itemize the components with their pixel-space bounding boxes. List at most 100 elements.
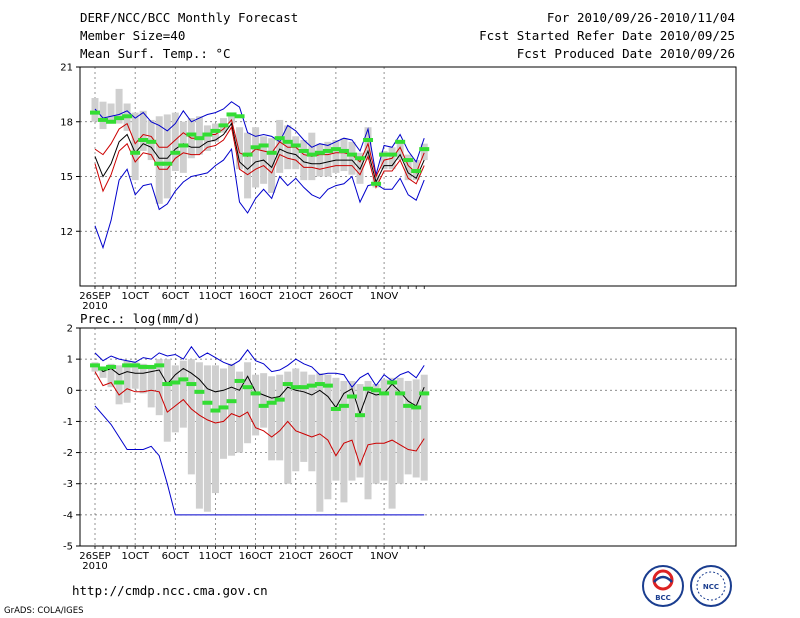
x-tick-label: 16OCT bbox=[239, 551, 274, 562]
box-range-day-20 bbox=[252, 374, 260, 436]
median-mark-day-26 bbox=[298, 385, 309, 390]
median-mark-day-22 bbox=[266, 150, 277, 155]
box-range-day-38 bbox=[396, 140, 404, 161]
median-mark-day-38 bbox=[395, 139, 406, 144]
x-tick-label: 21OCT bbox=[279, 551, 314, 562]
box-range-day-34 bbox=[364, 380, 372, 500]
median-mark-day-29 bbox=[322, 383, 333, 388]
box-range-day-13 bbox=[195, 362, 203, 509]
median-mark-day-27 bbox=[306, 383, 317, 388]
y-tick-label: -4 bbox=[63, 510, 73, 521]
median-mark-day-41 bbox=[419, 391, 430, 396]
median-mark-day-17 bbox=[226, 112, 237, 117]
box-range-day-8 bbox=[155, 359, 163, 416]
y-tick-label: 2 bbox=[67, 324, 73, 335]
x-tick-label: 11OCT bbox=[199, 291, 234, 302]
median-mark-day-15 bbox=[210, 408, 221, 413]
box-range-day-29 bbox=[324, 374, 332, 500]
box-range-day-0 bbox=[91, 98, 99, 122]
ncc-logo: NCC bbox=[690, 565, 732, 607]
box-range-day-15 bbox=[211, 365, 219, 494]
precip-panel-title: Prec.: log(mm/d) bbox=[80, 311, 200, 326]
median-mark-day-20 bbox=[250, 391, 261, 396]
box-range-day-3 bbox=[115, 88, 123, 124]
median-mark-day-39 bbox=[403, 403, 414, 408]
box-range-day-17 bbox=[228, 363, 236, 456]
median-mark-day-21 bbox=[258, 143, 269, 148]
box-range-day-25 bbox=[292, 136, 300, 170]
footer-credit: GrADS: COLA/IGES bbox=[4, 606, 84, 616]
header-produced-date: Fcst Produced Date 2010/09/26 bbox=[517, 46, 735, 61]
x-tick-label: 1NOV bbox=[370, 551, 399, 562]
header-period: For 2010/09/26-2010/11/04 bbox=[547, 10, 735, 25]
median-mark-day-30 bbox=[330, 406, 341, 411]
x-tick-label-year: 2010 bbox=[82, 561, 107, 572]
box-range-day-14 bbox=[203, 365, 211, 512]
y-tick-label: -5 bbox=[63, 542, 73, 553]
box-range-day-23 bbox=[276, 119, 284, 173]
footer-url: http://cmdp.ncc.cma.gov.cn bbox=[72, 583, 268, 598]
median-mark-day-31 bbox=[338, 403, 349, 408]
box-range-day-1 bbox=[99, 366, 107, 378]
box-range-day-35 bbox=[372, 384, 380, 484]
bcc-logo-text: BCC bbox=[655, 594, 671, 602]
series-line-ensemble-max bbox=[94, 101, 425, 175]
box-range-day-23 bbox=[276, 374, 284, 461]
median-mark-day-13 bbox=[194, 136, 205, 141]
median-mark-day-23 bbox=[274, 397, 285, 402]
box-range-day-1 bbox=[99, 101, 107, 130]
header-refer-date: Fcst Started Refer Date 2010/09/25 bbox=[479, 28, 735, 43]
header-member-size: Member Size=40 bbox=[80, 28, 185, 43]
median-mark-day-12 bbox=[186, 382, 197, 387]
box-range-day-22 bbox=[268, 138, 276, 193]
median-mark-day-36 bbox=[379, 391, 390, 396]
box-range-day-41 bbox=[420, 374, 428, 481]
box-range-day-3 bbox=[115, 365, 123, 405]
median-mark-day-32 bbox=[346, 152, 357, 157]
box-range-day-37 bbox=[388, 377, 396, 509]
box-range-day-25 bbox=[292, 368, 300, 472]
y-tick-label: -1 bbox=[63, 417, 73, 428]
median-mark-day-34 bbox=[363, 138, 374, 142]
series-line-lower-spread bbox=[94, 125, 425, 193]
median-mark-day-18 bbox=[234, 114, 245, 119]
median-mark-day-7 bbox=[146, 364, 157, 369]
box-range-day-39 bbox=[404, 154, 412, 181]
median-mark-day-31 bbox=[338, 148, 349, 153]
box-range-day-41 bbox=[420, 143, 428, 161]
median-mark-day-14 bbox=[202, 132, 213, 137]
median-mark-day-23 bbox=[274, 136, 285, 141]
median-mark-day-29 bbox=[322, 148, 333, 153]
median-mark-day-20 bbox=[250, 145, 261, 150]
box-range-day-4 bbox=[123, 360, 131, 403]
median-mark-day-3 bbox=[114, 116, 125, 121]
box-range-day-40 bbox=[412, 379, 420, 478]
y-tick-label: -2 bbox=[63, 448, 73, 459]
x-tick-label: 26SEP bbox=[79, 291, 110, 302]
median-mark-day-8 bbox=[154, 363, 165, 368]
y-tick-label: 12 bbox=[60, 227, 73, 238]
box-range-day-22 bbox=[268, 376, 276, 461]
median-mark-day-12 bbox=[186, 132, 197, 137]
box-range-day-20 bbox=[252, 127, 260, 188]
box-range-day-14 bbox=[203, 125, 211, 151]
median-mark-day-4 bbox=[122, 363, 133, 368]
median-mark-day-28 bbox=[314, 382, 325, 387]
median-mark-day-11 bbox=[178, 143, 189, 148]
median-mark-day-18 bbox=[234, 378, 245, 383]
median-mark-day-27 bbox=[306, 152, 317, 157]
median-mark-day-0 bbox=[90, 110, 100, 115]
box-range-day-33 bbox=[356, 384, 364, 478]
median-mark-day-28 bbox=[314, 150, 325, 155]
box-range-day-12 bbox=[187, 359, 195, 475]
median-mark-day-6 bbox=[138, 138, 149, 142]
median-mark-day-10 bbox=[170, 380, 181, 385]
median-mark-day-32 bbox=[346, 394, 357, 399]
series-line-ensemble-min bbox=[94, 405, 425, 516]
box-range-day-9 bbox=[163, 359, 171, 442]
x-tick-label: 21OCT bbox=[279, 291, 314, 302]
y-tick-label: 1 bbox=[67, 355, 73, 366]
box-range-day-9 bbox=[163, 114, 171, 199]
median-mark-day-1 bbox=[98, 117, 109, 122]
